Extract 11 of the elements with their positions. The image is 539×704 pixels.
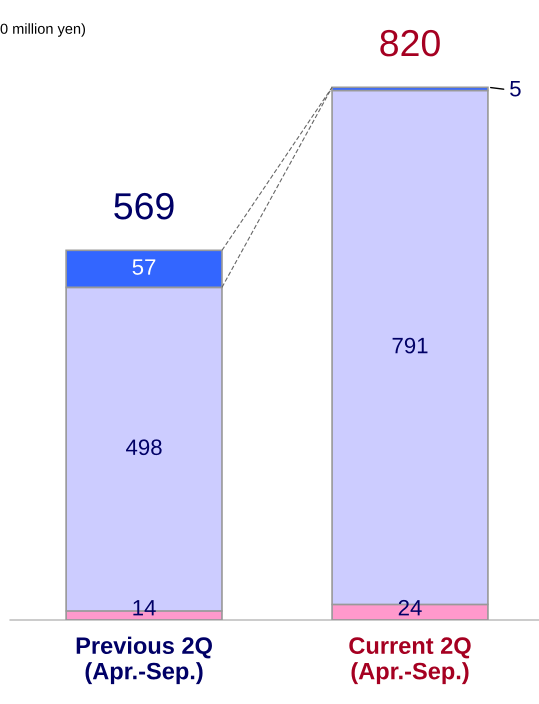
x-tick-label: Previous 2Q (Apr.-Sep.) bbox=[76, 636, 212, 684]
total-label: 820 bbox=[380, 30, 440, 56]
data-label: 498 bbox=[126, 439, 162, 456]
data-label: 5 bbox=[510, 80, 521, 96]
data-label: 791 bbox=[392, 338, 428, 354]
data-label: 14 bbox=[133, 600, 156, 616]
x-tick-label: Current 2Q (Apr.-Sep.) bbox=[349, 637, 471, 684]
text: 0 million yen) bbox=[0, 23, 86, 37]
total-label: 569 bbox=[114, 192, 174, 220]
data-label: 24 bbox=[398, 600, 422, 616]
data-label: 57 bbox=[132, 259, 156, 275]
